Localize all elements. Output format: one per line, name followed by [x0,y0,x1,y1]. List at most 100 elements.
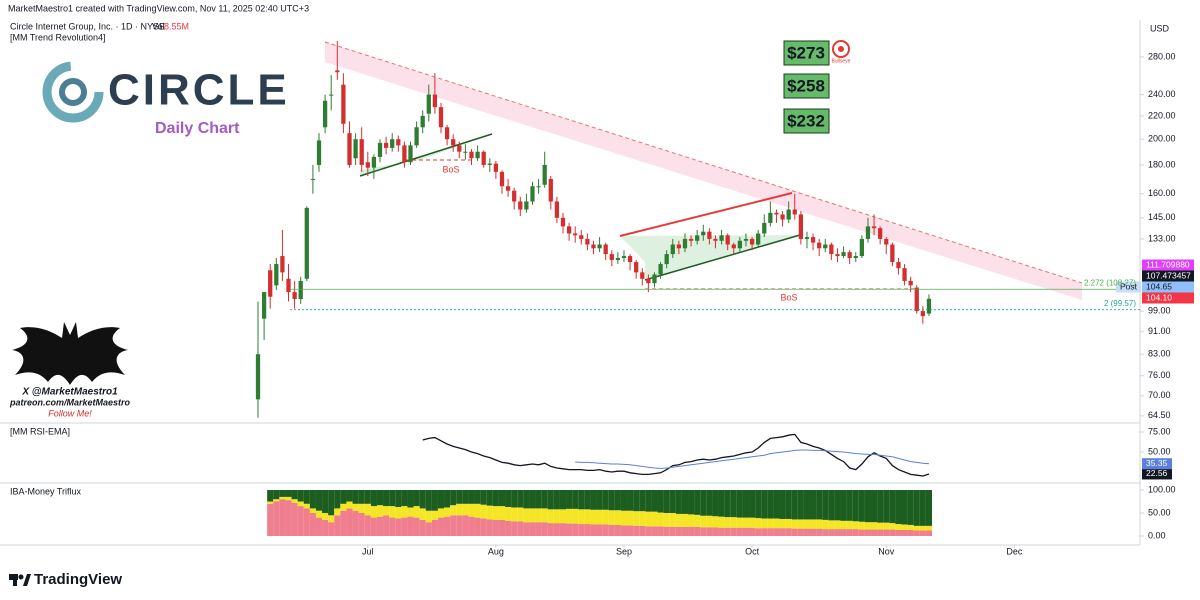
flow-bar [602,490,609,510]
flow-bar [840,520,847,530]
flow-bar [816,528,823,536]
flow-bar [761,490,768,519]
candle-body [347,133,352,165]
flow-bar [401,517,408,536]
pane-title: IBA-Money Triflux [10,486,82,496]
candle-body [737,240,743,249]
flow-bar [334,508,341,516]
candle-body [725,235,730,245]
flow-bar [803,519,811,529]
candle-body [859,238,864,257]
flow-bar [864,529,872,536]
flow-bar [413,506,420,518]
price-pane [255,40,1140,418]
flow-bar [389,506,396,518]
candle-body [658,264,663,275]
flow-bar [407,490,414,508]
flow-bar [584,509,591,525]
flow-bar [352,510,359,536]
flow-bar [712,527,719,536]
flow-bar [645,490,652,512]
flow-bar [755,490,762,519]
flow-bar [913,530,920,536]
flow-bar [742,527,750,536]
y-tick-label: 160.00 [1148,188,1176,198]
flow-bar [828,520,835,530]
flow-bar [352,490,359,504]
candle-body [640,272,645,279]
candle-body [579,235,584,239]
flow-bar [547,509,554,524]
target-box [783,73,830,99]
candle-body [481,151,486,165]
candle-body [792,209,797,215]
y-tick-label: 99.00 [1148,305,1171,315]
flow-bar [871,490,878,523]
flow-bar [370,506,377,518]
candle-body [487,163,492,165]
candle-body [847,252,852,259]
flow-bar [267,503,274,536]
flow-bar [456,515,463,536]
bullseye-label: Bullseye [832,58,851,64]
candle-body [664,254,669,265]
candle-body [341,84,346,124]
flow-bar [925,490,933,526]
flow-bar [358,490,365,504]
flow-bar [810,490,817,520]
flow-bar [450,490,457,506]
target: $258 [787,76,825,95]
flow-bar [785,528,792,536]
flow-bar [364,490,371,504]
candle-body [878,228,883,239]
flow-bar [535,490,542,509]
flow-bar [913,490,920,526]
flow-bar [468,516,475,536]
flow-bar [523,490,530,509]
flow-bar [541,522,548,536]
flow-bar [517,521,524,536]
candle-body [634,262,639,273]
flow-bar [480,518,487,536]
flow-bar [730,527,737,536]
flow-bar [492,519,499,536]
flow-bar [718,490,725,517]
flow-bar [675,490,682,514]
price-tag-box [1116,281,1141,293]
candle-body [573,233,578,236]
flow-bar [590,490,597,510]
flow-bar [822,519,829,530]
y-tick-label: 76.00 [1148,370,1171,380]
candle-body [542,164,547,185]
flow-bar [529,490,536,509]
flow-bar [511,507,518,522]
flow-bar [401,506,408,518]
flow-bar [645,526,652,536]
candle-body [475,151,480,159]
handle: X @MarketMaestro1 [21,387,118,398]
flow-bar [395,518,402,536]
flow-bar [492,490,499,507]
flow-bar [651,511,658,527]
flow-bar [444,490,451,508]
candle-body [335,70,340,73]
candle-body [365,162,370,168]
subtitle: Daily Chart [155,120,240,137]
y-tick-label: 83.00 [1148,349,1171,359]
last-value-box [1142,458,1172,470]
candle-body [359,139,364,165]
candle-body [591,244,596,249]
flow-bar [797,519,804,529]
flow-bar [450,505,457,516]
candle-body [316,140,322,165]
flow-bar [303,490,310,504]
y-tick-label: 75.00 [1148,426,1171,436]
flow-bar [779,518,786,529]
flow-bar [925,525,933,531]
flow-bar [389,517,396,536]
candle-body [408,145,413,163]
candle-body [322,100,328,128]
flow-bar [279,499,286,536]
flow-bar [523,508,530,523]
